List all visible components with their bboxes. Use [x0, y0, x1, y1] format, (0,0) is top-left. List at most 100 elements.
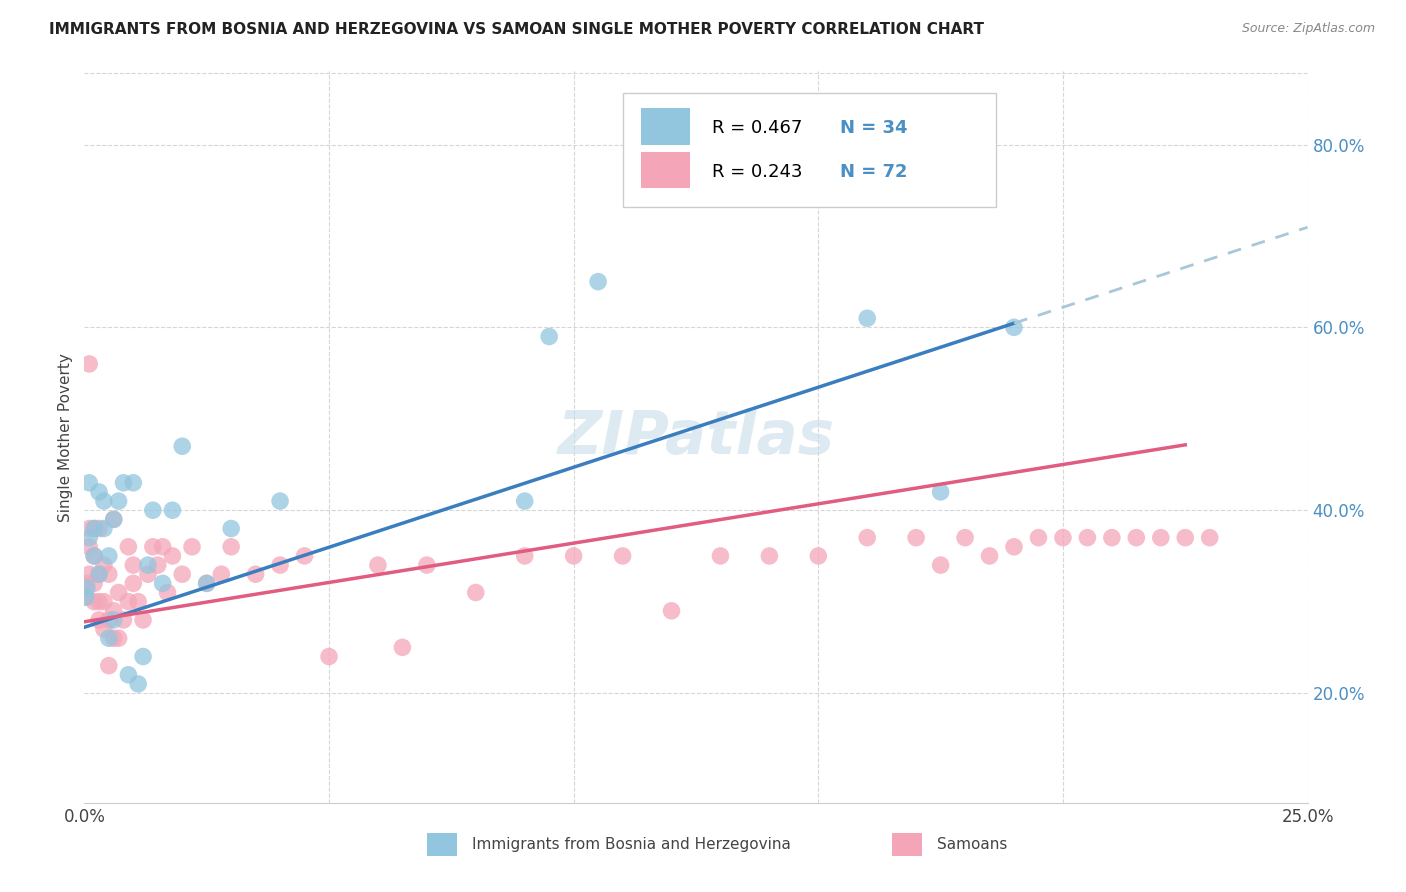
Point	[103, 613, 125, 627]
Text: IMMIGRANTS FROM BOSNIA AND HERZEGOVINA VS SAMOAN SINGLE MOTHER POVERTY CORRELATI: IMMIGRANTS FROM BOSNIA AND HERZEGOVINA V…	[49, 22, 984, 37]
Point	[107, 494, 129, 508]
Point	[107, 585, 129, 599]
Point	[367, 558, 389, 573]
Point	[132, 613, 155, 627]
Point	[162, 549, 184, 563]
Point	[83, 549, 105, 563]
Point	[77, 540, 100, 554]
Point	[1101, 531, 1123, 545]
Point	[112, 475, 135, 490]
Point	[953, 531, 976, 545]
Point	[87, 613, 110, 627]
Point	[87, 521, 110, 535]
Point	[97, 567, 120, 582]
Point	[87, 567, 110, 582]
FancyBboxPatch shape	[641, 108, 690, 145]
Point	[269, 558, 291, 573]
Point	[156, 585, 179, 599]
Point	[97, 549, 120, 563]
Point	[1002, 320, 1025, 334]
Point	[661, 604, 683, 618]
Point	[219, 540, 242, 554]
FancyBboxPatch shape	[641, 152, 690, 188]
Point	[122, 475, 145, 490]
Point	[162, 503, 184, 517]
Text: Immigrants from Bosnia and Herzegovina: Immigrants from Bosnia and Herzegovina	[472, 837, 792, 852]
Point	[112, 613, 135, 627]
FancyBboxPatch shape	[427, 833, 457, 856]
Point	[1125, 531, 1147, 545]
Point	[77, 521, 100, 535]
Point	[929, 558, 952, 573]
Point	[136, 567, 159, 582]
Point	[1174, 531, 1197, 545]
Point	[245, 567, 267, 582]
Point	[391, 640, 413, 655]
Point	[1198, 531, 1220, 545]
Point	[513, 549, 536, 563]
Text: N = 34: N = 34	[841, 119, 908, 137]
Point	[195, 576, 218, 591]
Point	[103, 604, 125, 618]
Point	[83, 521, 105, 535]
Point	[513, 494, 536, 508]
Point	[856, 311, 879, 326]
Point	[77, 531, 100, 545]
Point	[709, 549, 731, 563]
Point	[1028, 531, 1050, 545]
Point	[269, 494, 291, 508]
Point	[117, 540, 139, 554]
Point	[172, 567, 194, 582]
Point	[83, 594, 105, 608]
Point	[562, 549, 585, 563]
Point	[219, 521, 242, 535]
Point	[83, 576, 105, 591]
Point	[905, 531, 928, 545]
Point	[103, 512, 125, 526]
Text: Source: ZipAtlas.com: Source: ZipAtlas.com	[1241, 22, 1375, 36]
Point	[76, 581, 98, 595]
Point	[136, 558, 159, 573]
Point	[416, 558, 439, 573]
Point	[1150, 531, 1173, 545]
FancyBboxPatch shape	[623, 94, 995, 207]
Point	[758, 549, 780, 563]
Point	[93, 558, 115, 573]
Point	[93, 494, 115, 508]
Point	[152, 576, 174, 591]
Point	[87, 567, 110, 582]
Point	[538, 329, 561, 343]
Point	[146, 558, 169, 573]
Point	[97, 632, 120, 646]
Point	[127, 594, 149, 608]
Point	[142, 540, 165, 554]
Point	[807, 549, 830, 563]
Y-axis label: Single Mother Poverty: Single Mother Poverty	[58, 352, 73, 522]
Point	[83, 549, 105, 563]
Point	[75, 590, 97, 604]
Point	[76, 576, 98, 591]
Point	[107, 632, 129, 646]
Point	[75, 590, 97, 604]
Point	[142, 503, 165, 517]
Point	[77, 567, 100, 582]
FancyBboxPatch shape	[891, 833, 922, 856]
Text: ZIPatlas: ZIPatlas	[557, 408, 835, 467]
Point	[294, 549, 316, 563]
Point	[117, 594, 139, 608]
Point	[117, 667, 139, 681]
Point	[1076, 531, 1098, 545]
Point	[77, 475, 100, 490]
Text: R = 0.243: R = 0.243	[711, 163, 803, 181]
Point	[929, 485, 952, 500]
Point	[77, 357, 100, 371]
Point	[209, 567, 232, 582]
Point	[318, 649, 340, 664]
Point	[152, 540, 174, 554]
Point	[87, 485, 110, 500]
Point	[122, 558, 145, 573]
Point	[97, 658, 120, 673]
Point	[83, 521, 105, 535]
Point	[97, 613, 120, 627]
Point	[172, 439, 194, 453]
